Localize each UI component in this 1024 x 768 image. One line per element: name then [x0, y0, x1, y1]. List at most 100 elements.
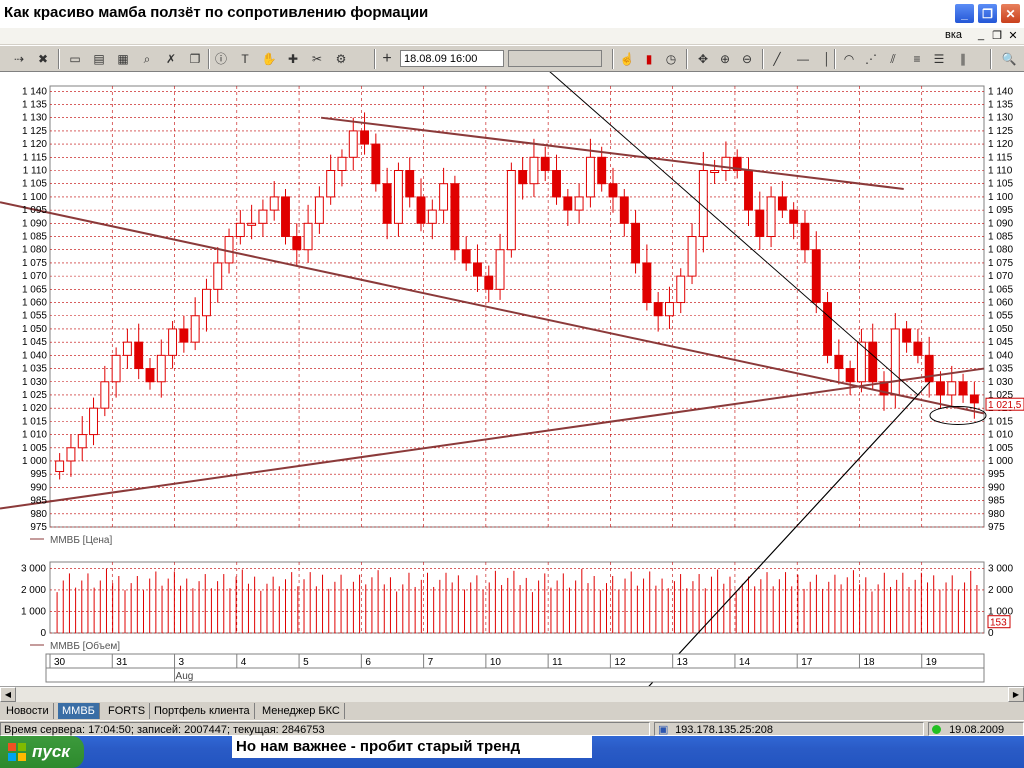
- last-volume-label: 153: [990, 618, 1007, 629]
- status-bar: Время сервера: 17:04:50; записей: 200744…: [0, 720, 1024, 737]
- zoom-out-icon[interactable]: ⊖: [741, 52, 753, 66]
- parallel-lines-icon[interactable]: ∥: [960, 52, 966, 66]
- bullish-candle: [890, 328, 900, 396]
- bullish-candle: [574, 196, 584, 211]
- scissors-icon[interactable]: ✂: [311, 52, 323, 66]
- bullish-candle: [348, 130, 358, 158]
- tool-icon[interactable]: ⚙: [335, 52, 347, 66]
- fibonacci-icon[interactable]: ≡: [913, 52, 921, 66]
- price-tick-label-right: 1 060: [988, 298, 1013, 309]
- tab-manager[interactable]: Менеджер БКС: [258, 703, 345, 719]
- hand-icon[interactable]: ✋: [261, 52, 277, 66]
- candles: [55, 112, 979, 480]
- price-tick-label-left: 1 105: [22, 179, 47, 190]
- search-icon[interactable]: 🔍: [1001, 52, 1017, 66]
- price-tick-label-right: 1 080: [988, 245, 1013, 256]
- cross-tool-icon[interactable]: ✚: [287, 52, 299, 66]
- bearish-candle: [777, 196, 787, 211]
- bearish-candle: [924, 354, 934, 383]
- bearish-candle: [405, 170, 415, 198]
- price-tick-label-right: 1 010: [988, 430, 1013, 441]
- trendline-icon[interactable]: ╱: [773, 52, 781, 66]
- trendline: [0, 201, 985, 415]
- price-tick-label-right: 1 045: [988, 337, 1013, 348]
- minimize-button[interactable]: _: [954, 3, 975, 24]
- tab-forts[interactable]: FORTS: [104, 703, 151, 719]
- close-button[interactable]: ✕: [1000, 3, 1021, 24]
- date-input[interactable]: 18.08.09 16:00: [400, 50, 504, 67]
- tab-micex[interactable]: ММВБ: [58, 703, 100, 719]
- horizontal-line-icon[interactable]: —: [797, 52, 809, 66]
- price-tick-label-right: 990: [988, 482, 1005, 493]
- price-tick-label-left: 980: [30, 509, 47, 520]
- price-tick-label-right: 1 055: [988, 311, 1013, 322]
- date-tick-label: 6: [365, 657, 371, 668]
- bearish-candle: [789, 209, 799, 224]
- delete-doc-icon[interactable]: ✗: [165, 52, 177, 66]
- start-button[interactable]: пуск: [0, 736, 84, 768]
- price-tick-label-right: 1 100: [988, 192, 1013, 203]
- fan-icon[interactable]: ⋰: [865, 52, 877, 66]
- tab-news[interactable]: Новости: [2, 703, 54, 719]
- bullish-candle: [393, 170, 403, 224]
- arc-icon[interactable]: ◠: [843, 52, 855, 66]
- secondary-input[interactable]: [508, 50, 602, 67]
- price-chart[interactable]: 1 140 1 140 1 135 1 135 1 130 1 130 1 125 1 125…: [0, 27, 1024, 749]
- last-volume-box: [987, 615, 1011, 629]
- date-tick-label: 30: [54, 657, 66, 668]
- bearish-candle: [834, 354, 844, 370]
- menu-item[interactable]: вка: [944, 29, 962, 41]
- zoom-in-icon[interactable]: ⊕: [719, 52, 731, 66]
- annotation-caption: Но нам важнее - пробит старый тренд: [232, 736, 592, 758]
- hand-pan-icon[interactable]: ☝: [619, 52, 635, 66]
- bullish-candle: [89, 407, 98, 436]
- bullish-candle: [66, 447, 76, 462]
- text-tool-icon[interactable]: T: [241, 52, 249, 66]
- price-tick-label-left: 1 000: [22, 456, 47, 467]
- window-icon[interactable]: ▭: [69, 52, 81, 66]
- date-tick-label: 7: [428, 657, 434, 668]
- scroll-right-arrow[interactable]: ▶: [1008, 687, 1024, 702]
- bearish-candle: [811, 249, 821, 304]
- vertical-line-icon[interactable]: │: [823, 52, 831, 66]
- bullish-candle: [427, 209, 437, 224]
- info-icon[interactable]: ⓘ: [214, 52, 227, 66]
- channel-icon[interactable]: ⫽: [890, 52, 896, 66]
- mdi-minimize-button[interactable]: _: [977, 29, 985, 41]
- move-icon[interactable]: ✥: [697, 52, 709, 66]
- date-tick-label: 12: [614, 657, 626, 668]
- horizontal-scrollbar[interactable]: ◀ ▶: [0, 686, 1024, 702]
- table-icon[interactable]: ▤: [93, 52, 105, 66]
- bearish-candle: [845, 368, 855, 383]
- price-tick-label-right: 1 035: [988, 364, 1013, 375]
- bearish-candle: [416, 196, 426, 224]
- bearish-candle: [631, 222, 641, 264]
- mdi-close-button[interactable]: ✕: [1008, 30, 1018, 42]
- levels-icon[interactable]: ☰: [933, 52, 945, 66]
- month-label: Aug: [176, 671, 194, 682]
- clock-icon[interactable]: ◷: [665, 52, 677, 66]
- disconnect-icon[interactable]: ✖: [37, 52, 49, 66]
- tab-portfolio[interactable]: Портфель клиента: [150, 703, 255, 719]
- arrow-right-icon[interactable]: ⇢: [13, 52, 25, 66]
- price-tick-label-right: 1 065: [988, 284, 1013, 295]
- portfolio-icon[interactable]: ▦: [117, 52, 129, 66]
- price-tick-label-right: 1 140: [988, 86, 1013, 97]
- price-tick-label-left: 1 045: [22, 337, 47, 348]
- status-date: 19.08.2009: [949, 724, 1005, 736]
- date-tick-label: 13: [677, 657, 689, 668]
- search-doc-icon[interactable]: ⌕: [143, 52, 151, 66]
- bullish-candle: [303, 222, 313, 251]
- bar-chart-icon[interactable]: ▮: [645, 52, 653, 66]
- crosshair-icon[interactable]: +: [382, 50, 392, 67]
- scroll-left-arrow[interactable]: ◀: [0, 687, 16, 702]
- mdi-restore-button[interactable]: ❐: [992, 30, 1002, 42]
- bearish-candle: [450, 183, 460, 251]
- date-tick-label: 10: [490, 657, 502, 668]
- copy-icon[interactable]: ❐: [189, 52, 201, 66]
- volume-tick-label-right: 3 000: [988, 563, 1013, 574]
- maximize-button[interactable]: ❐: [977, 3, 998, 24]
- price-tick-label-left: 1 095: [22, 205, 47, 216]
- price-tick-label-left: 1 090: [22, 218, 47, 229]
- chart-area[interactable]: 1 140 1 140 1 135 1 135 1 130 1 130 1 125 1 125…: [0, 27, 1024, 749]
